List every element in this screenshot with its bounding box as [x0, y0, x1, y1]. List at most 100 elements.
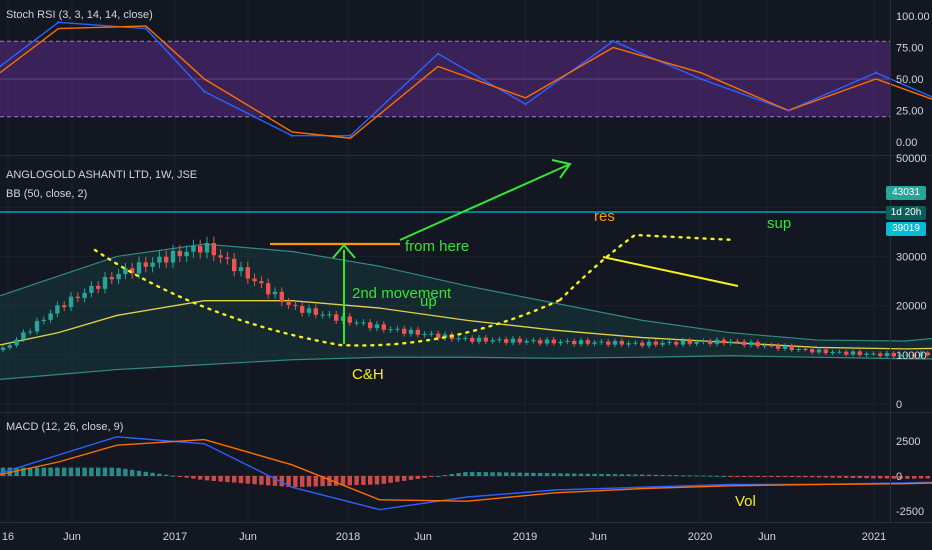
candle-body — [633, 342, 638, 344]
stoch-axis-tick: 100.00 — [896, 11, 930, 23]
candle-body — [164, 256, 169, 263]
bb-basis-line — [0, 300, 932, 350]
candle-body — [769, 345, 774, 347]
macd-histogram-bar — [361, 476, 366, 485]
candle-body — [558, 341, 563, 344]
macd-histogram-bar — [28, 467, 33, 476]
macd-histogram-bar — [850, 476, 856, 478]
candle-body — [912, 354, 917, 357]
macd-histogram-bar — [470, 471, 475, 476]
macd-histogram-bar — [844, 476, 849, 478]
candle-body — [48, 313, 53, 320]
candle-body — [463, 337, 468, 339]
macd-histogram-bar — [313, 476, 318, 487]
macd-histogram-bar — [204, 476, 210, 481]
candle-body — [293, 304, 298, 307]
candle-body — [143, 262, 148, 267]
candle-body — [41, 319, 46, 322]
candle-body — [517, 338, 522, 343]
macd-histogram-bar — [456, 473, 461, 476]
candle-body — [497, 339, 502, 341]
stoch-axis-tick: 25.00 — [896, 106, 924, 118]
macd-histogram-bar — [279, 476, 284, 487]
stoch-k-point — [0, 65, 2, 68]
pane-separator — [0, 155, 932, 156]
candle-body — [762, 345, 767, 347]
candle-body — [266, 283, 271, 295]
macd-histogram-bar — [238, 476, 244, 484]
macd-histogram-bar — [232, 476, 237, 483]
macd-histogram-bar — [748, 476, 754, 477]
stoch-rsi-pane[interactable] — [0, 15, 932, 139]
macd-histogram-bar — [476, 471, 482, 476]
candle-body — [510, 338, 516, 343]
symbol-title[interactable]: ANGLOGOLD ASHANTI LTD, 1W, JSE — [6, 169, 198, 181]
stoch-k-point — [436, 52, 440, 55]
macd-histogram-bar — [21, 467, 26, 476]
macd-histogram-bar — [293, 476, 298, 488]
candle-body — [429, 333, 434, 335]
time-tick-label: Jun — [414, 531, 432, 543]
candle-body — [619, 340, 624, 345]
candle-body — [368, 322, 373, 329]
time-tick-label: 2017 — [163, 531, 187, 543]
candle-body — [844, 351, 849, 355]
macd-histogram-bar — [592, 473, 597, 476]
candle-body — [320, 314, 325, 316]
candle-body — [755, 341, 760, 347]
stoch-rsi-label[interactable]: Stoch RSI (3, 3, 14, 14, close) — [6, 9, 153, 21]
candle-body — [816, 349, 822, 353]
candle-body — [259, 281, 264, 284]
macd-histogram-bar — [463, 472, 468, 476]
macd-histogram-bar — [612, 474, 618, 476]
macd-histogram-bar — [272, 476, 278, 486]
macd-histogram-bar — [75, 467, 80, 476]
macd-histogram-bar — [157, 473, 162, 476]
candle-body — [0, 347, 6, 350]
stoch-axis-tick: 0.00 — [896, 137, 917, 149]
stoch-d-line — [0, 25, 932, 139]
macd-histogram-bar — [653, 474, 658, 476]
macd-histogram-bar — [510, 472, 516, 476]
stoch-k-point — [290, 134, 294, 137]
candle-body — [238, 267, 244, 272]
macd-histogram-bar — [864, 476, 869, 479]
macd-histogram-bar — [674, 475, 679, 477]
macd-pane[interactable] — [0, 423, 932, 511]
stoch-k-point — [57, 21, 60, 24]
price-axis-tick: 50000 — [896, 153, 927, 165]
macd-histogram-bar — [504, 472, 509, 476]
candle-body — [918, 352, 924, 357]
candle-body — [75, 296, 80, 299]
bb-indicator-label[interactable]: BB (50, close, 2) — [6, 188, 88, 200]
macd-histogram-bar — [415, 476, 420, 479]
macd-histogram-bar — [857, 476, 862, 479]
candle-body — [130, 268, 135, 274]
candle-body — [150, 262, 155, 267]
candle-body — [374, 324, 380, 329]
macd-histogram-bar — [490, 472, 495, 476]
macd-histogram-bar — [164, 474, 169, 476]
price-pane[interactable] — [0, 180, 932, 380]
stoch-axis-tick: 75.00 — [896, 43, 924, 55]
res-dotted-line — [558, 233, 737, 302]
stoch-k-point — [699, 77, 702, 81]
bb-upper-line — [0, 243, 932, 342]
macd-histogram-bar — [300, 476, 305, 487]
macd-histogram-bar — [803, 476, 808, 478]
stoch-k-point — [524, 103, 527, 106]
candle-body — [34, 321, 40, 332]
macd-histogram-bar — [170, 475, 176, 477]
candle-body — [884, 352, 890, 357]
macd-histogram-bar — [340, 476, 346, 486]
last-price-tag: 43031 — [886, 186, 926, 200]
macd-histogram-bar — [116, 467, 121, 476]
macd-histogram-bar — [721, 475, 726, 477]
macd-histogram-bar — [823, 476, 828, 478]
macd-label[interactable]: MACD (12, 26, close, 9) — [6, 421, 124, 433]
macd-histogram-bar — [483, 472, 488, 476]
candle-body — [245, 267, 250, 279]
candle-body — [225, 257, 230, 259]
